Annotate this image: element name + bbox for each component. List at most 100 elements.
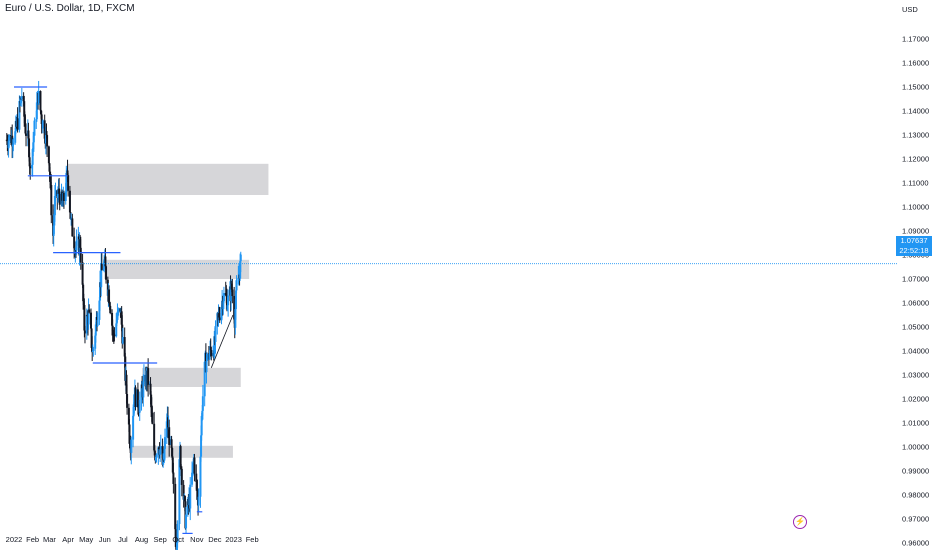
candle-body xyxy=(234,290,237,310)
time-tick-label: Sep xyxy=(153,535,166,544)
candle-body xyxy=(185,514,188,529)
candle-body xyxy=(108,303,111,306)
candle-body xyxy=(189,484,192,509)
title-separator: , xyxy=(100,3,107,14)
candle-body xyxy=(208,353,211,360)
candle-body xyxy=(226,305,229,310)
candle-body xyxy=(171,457,174,473)
candle-body xyxy=(41,120,44,129)
price-tick-label: 1.17000 xyxy=(902,35,929,44)
candle-body xyxy=(111,325,114,332)
price-tick-label: 0.96000 xyxy=(902,539,929,548)
candle-body xyxy=(23,116,26,124)
currency-unit: USD xyxy=(902,5,918,14)
time-axis[interactable]: 2022 Feb Mar Apr May Jun Jul Aug Sep Oct Nov Dec 202… xyxy=(6,535,259,544)
candle-body xyxy=(121,324,124,344)
candle-body xyxy=(25,133,28,136)
candle-body xyxy=(162,459,165,465)
supply-demand-zone[interactable] xyxy=(67,163,269,195)
time-tick-label: Apr xyxy=(62,535,74,544)
candle-body xyxy=(180,467,183,469)
candle-body xyxy=(66,170,69,176)
candle-body xyxy=(81,262,84,285)
candle-body xyxy=(44,131,47,144)
candle-body xyxy=(201,396,204,411)
candle-body xyxy=(171,448,174,458)
candle-body xyxy=(28,157,31,167)
candle-body xyxy=(206,353,209,361)
price-axis[interactable]: 0.950000.960000.970000.980000.990001.000… xyxy=(902,35,929,550)
candle-body xyxy=(155,456,158,458)
symbol-title: Euro / U.S. Dollar, 1D, FXCM xyxy=(5,3,135,14)
candle-body xyxy=(83,330,86,334)
candle-body xyxy=(6,140,9,145)
candle-body xyxy=(133,402,136,405)
candle-body xyxy=(48,163,51,172)
candle-body xyxy=(39,91,42,111)
candle-body xyxy=(235,284,238,291)
time-tick-label: Mar xyxy=(43,535,56,544)
candle-body xyxy=(137,407,140,411)
candle-body xyxy=(237,277,240,285)
candle-body xyxy=(193,457,196,474)
candle-body xyxy=(40,110,43,115)
candle-body xyxy=(130,439,133,453)
candle-body xyxy=(216,313,219,327)
candle-body xyxy=(32,142,35,150)
candle-body xyxy=(159,446,162,450)
supply-demand-zone[interactable] xyxy=(104,259,250,279)
lightning-icon[interactable]: ⚡ xyxy=(793,515,807,529)
candle-body xyxy=(19,98,22,104)
candle-body xyxy=(119,308,122,313)
candle-body xyxy=(157,447,160,450)
exchange-label: FXCM xyxy=(106,3,135,14)
candle-body xyxy=(115,323,118,337)
price-tick-label: 1.15000 xyxy=(902,83,929,92)
candle-body xyxy=(218,317,221,321)
candle-body xyxy=(53,195,56,216)
time-tick-label: Dec xyxy=(208,535,222,544)
trend-line[interactable] xyxy=(210,314,234,368)
price-tick-label: 1.02000 xyxy=(902,395,929,404)
candle-body xyxy=(18,100,21,130)
candle-body xyxy=(96,319,99,326)
candle-body xyxy=(47,146,50,164)
candle-body xyxy=(233,295,236,320)
candle-body xyxy=(214,326,217,342)
candle-body xyxy=(35,119,38,121)
candle-body xyxy=(142,381,145,398)
candle-body xyxy=(154,456,157,461)
title-separator: , xyxy=(82,3,88,14)
candle-body xyxy=(62,192,65,201)
candle-body xyxy=(231,289,234,296)
candle-body xyxy=(90,328,93,348)
candle-body xyxy=(71,218,74,237)
price-tick-label: 0.99000 xyxy=(902,467,929,476)
time-tick-label: Jul xyxy=(118,535,128,544)
candle-body xyxy=(24,123,27,134)
bar-countdown: 22:52:18 xyxy=(899,246,929,255)
candle-body xyxy=(180,468,183,485)
candle-body xyxy=(99,282,102,301)
candle-body xyxy=(111,312,114,326)
candle-body xyxy=(67,175,70,191)
timeframe-label[interactable]: 1D xyxy=(87,3,101,14)
price-tick-label: 1.16000 xyxy=(902,59,929,68)
candle-body xyxy=(16,118,19,130)
candle-body xyxy=(37,91,40,104)
candle-body xyxy=(239,261,242,279)
candle-body xyxy=(121,337,124,344)
candle-body xyxy=(163,437,166,449)
candle-body xyxy=(117,308,120,311)
candle-body xyxy=(134,387,137,408)
price-tick-label: 1.12000 xyxy=(902,155,929,164)
candle-body xyxy=(8,135,11,141)
candle-body xyxy=(141,384,144,389)
candle-body xyxy=(88,309,91,313)
candle-body xyxy=(52,225,55,236)
candle-body xyxy=(53,215,56,226)
price-tick-label: 1.06000 xyxy=(902,299,929,308)
supply-demand-zone[interactable] xyxy=(142,367,241,387)
candle-body xyxy=(113,334,116,337)
